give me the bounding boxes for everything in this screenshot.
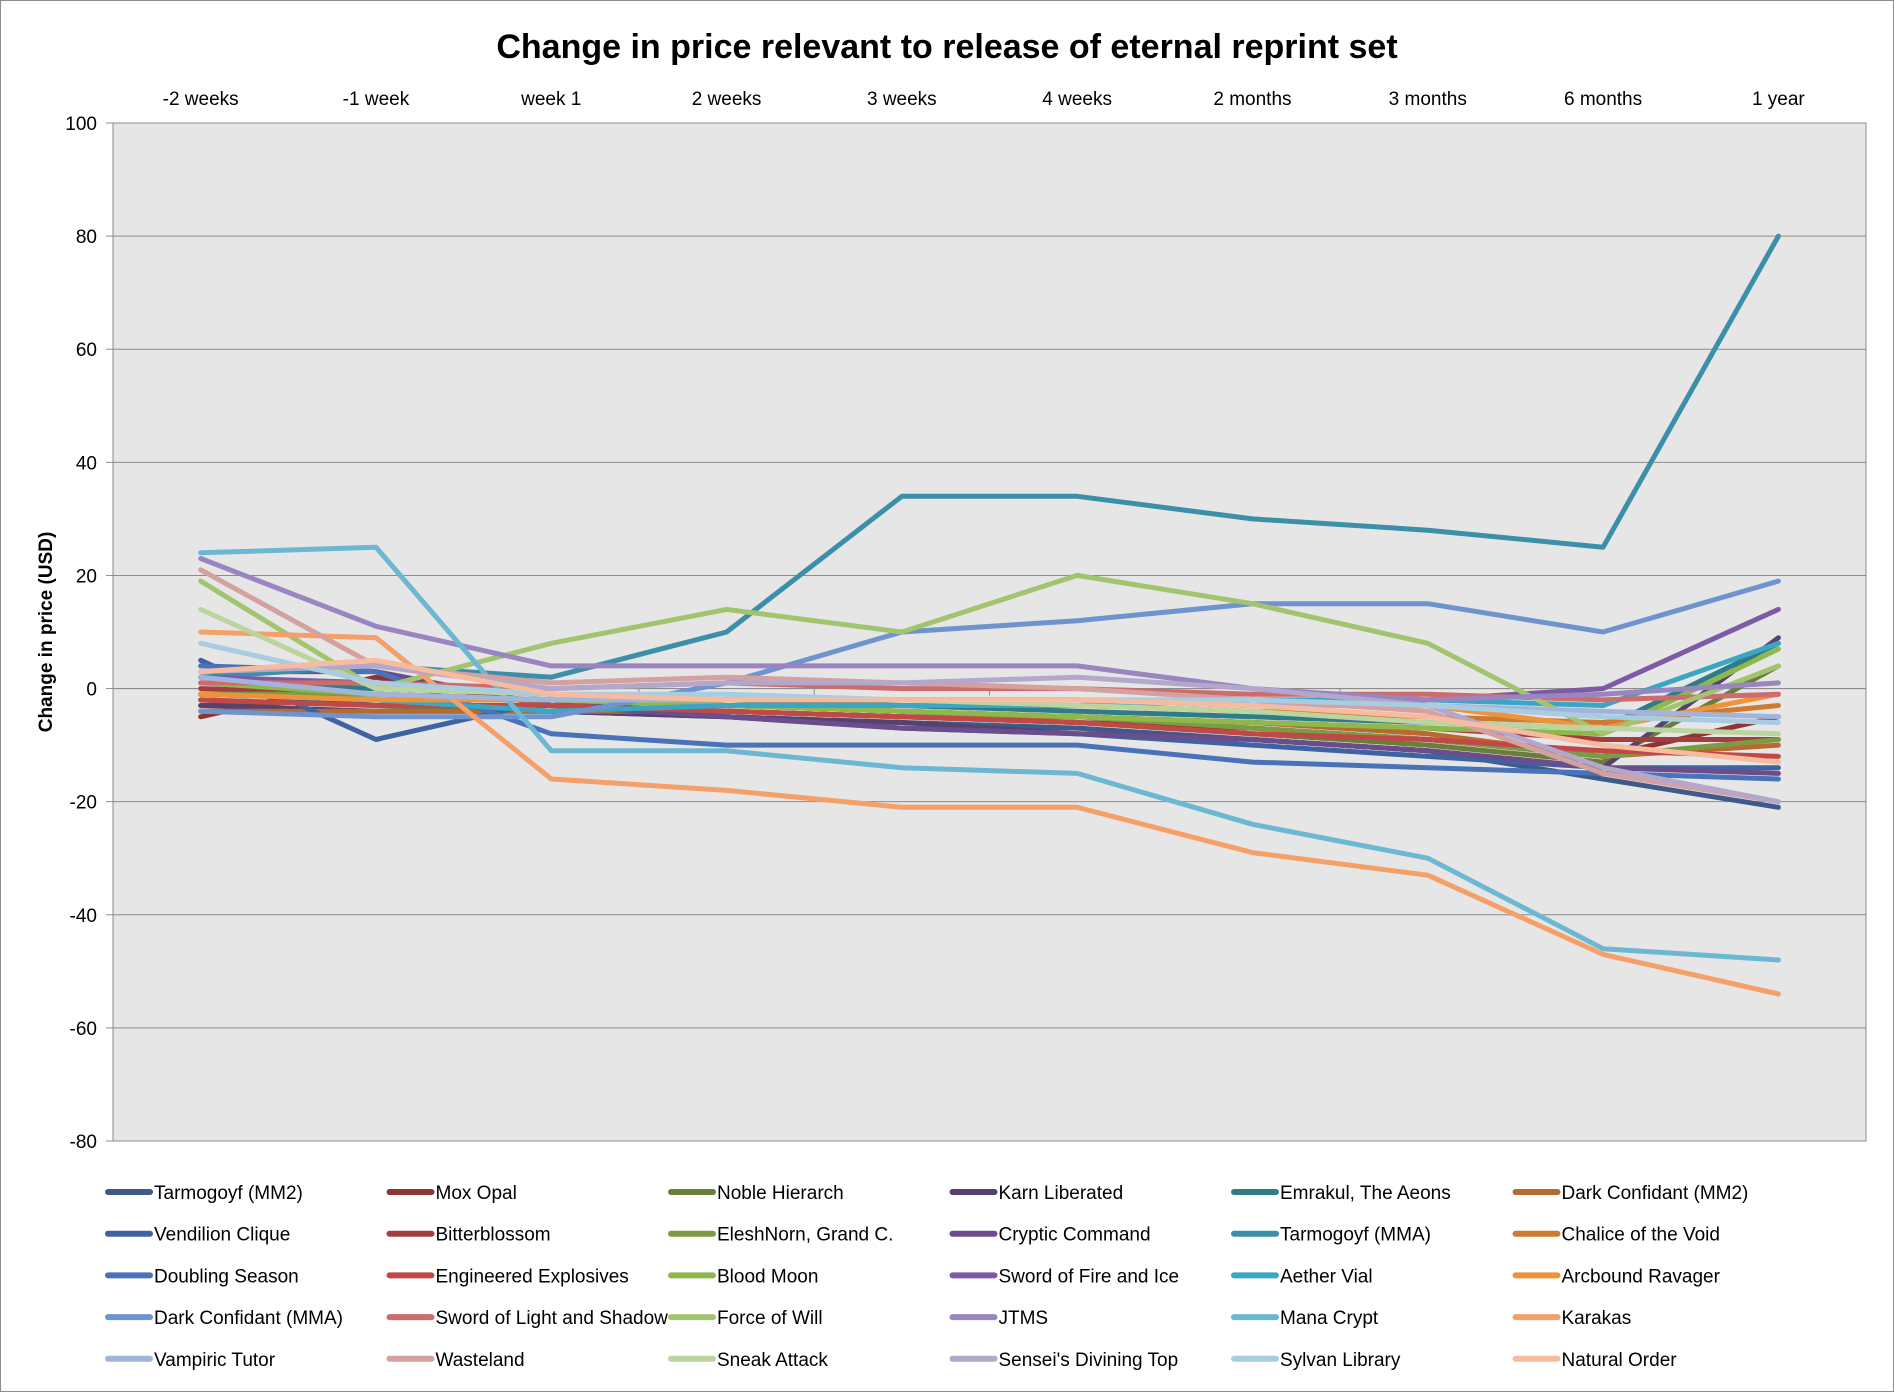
legend-entry: Natural Order xyxy=(1562,1350,1678,1371)
y-axis-ticks: 100 80 60 40 20 0 -20 -40 -60 -80 xyxy=(65,114,113,1153)
y-tick-label: 100 xyxy=(65,114,97,135)
legend-entry: Arcbound Ravager xyxy=(1562,1266,1721,1287)
series-line xyxy=(198,606,1781,737)
x-tick-label: 2 weeks xyxy=(692,89,762,110)
chart-title: Change in price relevant to release of e… xyxy=(496,28,1397,66)
series-line xyxy=(198,663,1781,782)
legend-entry: Karn Liberated xyxy=(999,1183,1124,1204)
series-line xyxy=(198,567,1781,805)
legend-entry: JTMS xyxy=(999,1308,1049,1329)
y-tick-label: 40 xyxy=(76,453,97,474)
x-tick-label: 2 months xyxy=(1213,89,1291,110)
legend-entry: Dark Confidant (MM2) xyxy=(1562,1183,1749,1204)
y-tick-label: -40 xyxy=(70,906,97,927)
y-tick-label: 80 xyxy=(76,227,97,248)
x-tick-label: -2 weeks xyxy=(163,89,239,110)
legend-entry: Vendilion Clique xyxy=(154,1225,290,1246)
y-tick-label: -20 xyxy=(70,793,97,814)
legend-entry: EleshNorn, Grand C. xyxy=(717,1225,893,1246)
x-tick-label: 1 year xyxy=(1752,89,1805,110)
legend-entry: Aether Vial xyxy=(1280,1266,1373,1287)
legend-entry: Sword of Fire and Ice xyxy=(999,1266,1180,1287)
legend-entry: Sneak Attack xyxy=(717,1350,828,1371)
legend-entry: Doubling Season xyxy=(154,1266,299,1287)
x-tick-label: 4 weeks xyxy=(1042,89,1112,110)
legend-entry: Blood Moon xyxy=(717,1266,818,1287)
x-axis-ticks: -2 weeks -1 week week 1 2 weeks 3 weeks 4 wee… xyxy=(163,89,1806,110)
y-tick-label: -80 xyxy=(70,1132,97,1153)
x-tick-label: -1 week xyxy=(343,89,410,110)
series-line xyxy=(198,544,1781,963)
legend-entry: Sensei's Divining Top xyxy=(999,1350,1179,1371)
legend-entry: Mana Crypt xyxy=(1280,1308,1379,1329)
y-axis-label: Change in price (USD) xyxy=(36,532,57,733)
y-tick-label: 20 xyxy=(76,566,97,587)
y-tick-label: 0 xyxy=(86,680,97,701)
legend-entry: Wasteland xyxy=(436,1350,525,1371)
legend-entry: Vampiric Tutor xyxy=(154,1350,276,1371)
x-tick-label: week 1 xyxy=(520,89,581,110)
x-tick-label: 3 months xyxy=(1389,89,1467,110)
legend-entry: Noble Hierarch xyxy=(717,1183,844,1204)
x-tick-label: 3 weeks xyxy=(867,89,937,110)
legend: Tarmogoyf (MM2) Mox Opal Noble Hierarch Kar… xyxy=(105,1183,1749,1371)
x-tick-label: 6 months xyxy=(1564,89,1642,110)
series-lines xyxy=(198,233,1781,997)
legend-entry: Force of Will xyxy=(717,1308,823,1329)
legend-entry: Karakas xyxy=(1562,1308,1632,1329)
legend-entry: Dark Confidant (MMA) xyxy=(154,1308,343,1329)
series-line xyxy=(198,657,1781,765)
legend-entry: Bitterblossom xyxy=(436,1225,551,1246)
legend-entry: Tarmogoyf (MM2) xyxy=(154,1183,303,1204)
series-line xyxy=(198,572,1781,737)
legend-entry: Tarmogoyf (MMA) xyxy=(1280,1225,1431,1246)
legend-entry: Engineered Explosives xyxy=(436,1266,629,1287)
series-line xyxy=(198,233,1781,680)
series-line xyxy=(198,578,1781,720)
legend-entry: Chalice of the Void xyxy=(1562,1225,1720,1246)
legend-entry: Sword of Light and Shadow xyxy=(436,1308,669,1329)
series-line xyxy=(198,629,1781,997)
y-tick-label: 60 xyxy=(76,340,97,361)
y-tick-label: -60 xyxy=(70,1019,97,1040)
legend-entry: Sylvan Library xyxy=(1280,1350,1401,1371)
legend-entry: Mox Opal xyxy=(436,1183,517,1204)
legend-entry: Emrakul, The Aeons xyxy=(1280,1183,1451,1204)
legend-entry: Cryptic Command xyxy=(999,1225,1151,1246)
